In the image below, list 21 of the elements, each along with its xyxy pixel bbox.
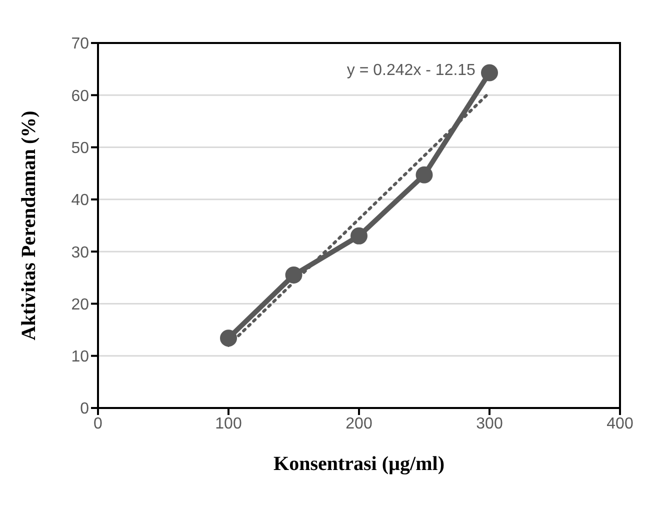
point [416, 166, 433, 184]
x-axis-title: Konsentrasi (µg/ml) [274, 453, 444, 475]
x-tick-label: 300 [476, 415, 503, 432]
y-tick-label: 40 [71, 192, 90, 210]
y-tick-label: 20 [71, 296, 90, 314]
point [220, 330, 237, 347]
y-axis-title: Aktivitas Perendaman (%) [18, 110, 40, 340]
y-tick-label: 70 [71, 36, 90, 53]
x-tick-label: 0 [94, 415, 103, 432]
point [481, 64, 498, 82]
x-tick-label: 100 [215, 415, 242, 432]
y-tick-label: 0 [80, 400, 90, 418]
point [350, 227, 368, 244]
annotation: y = 0.242x - 12.15 [346, 62, 476, 79]
y-tick-label: 60 [71, 88, 90, 105]
y-tick-label: 30 [71, 244, 90, 262]
y-tick-label: 50 [71, 140, 90, 157]
x-tick-label: 400 [606, 415, 634, 432]
point [285, 266, 302, 284]
y-tick-label: 10 [71, 348, 90, 366]
x-tick-label: 200 [346, 415, 372, 432]
